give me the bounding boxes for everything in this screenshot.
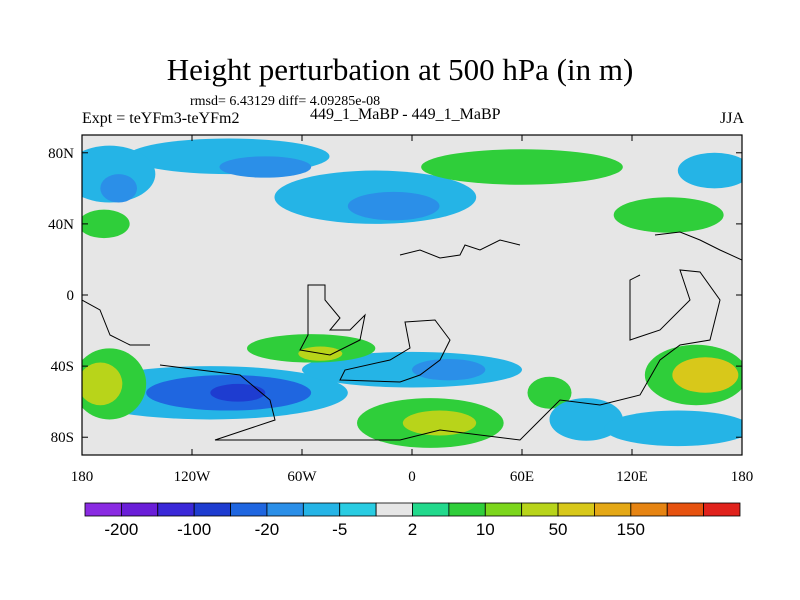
region-spacific-negative-peak xyxy=(210,383,266,402)
colorbar-swatch xyxy=(266,502,304,517)
region-asia-negative xyxy=(677,152,742,189)
region-west-positive-core xyxy=(82,362,123,406)
region-nwpacific-positive xyxy=(82,209,130,239)
region-satlantic-positive-core xyxy=(402,410,477,436)
colorbar-label: 2 xyxy=(408,520,417,539)
coastline-south-america xyxy=(339,319,451,383)
region-eurasia-positive xyxy=(421,149,623,185)
x-tick-label: 180 xyxy=(731,469,754,485)
colorbar-swatch xyxy=(557,502,595,517)
y-tick-label: 0 xyxy=(67,288,75,304)
colorbar-swatch xyxy=(484,502,523,517)
colorbar-swatch xyxy=(193,502,231,517)
colorbar-swatch xyxy=(594,502,632,517)
chart-title: Height perturbation at 500 hPa (in m) xyxy=(166,52,634,87)
colorbar-label: 50 xyxy=(549,520,568,539)
coastline-southern-hemisphere xyxy=(159,269,721,441)
colorbar-label: -20 xyxy=(255,520,280,539)
colorbar-swatch xyxy=(375,502,413,517)
y-tick-label: 80S xyxy=(51,430,74,446)
y-tick-label: 80N xyxy=(48,146,74,162)
coastline-asia xyxy=(654,231,742,261)
colorbar-swatch xyxy=(230,502,268,517)
coastline-central-america xyxy=(299,284,366,356)
season-label: JJA xyxy=(719,110,744,127)
region-satlantic-negative-core xyxy=(412,359,486,381)
region-australia-positive-core xyxy=(672,357,739,393)
region-npacific-negative-core xyxy=(100,174,137,203)
y-axis: 80N 40N 0 40S 80S xyxy=(48,146,742,446)
region-arctic-negative-core xyxy=(219,156,312,178)
colorbar-label: -100 xyxy=(177,520,211,539)
region-africa-positive xyxy=(527,376,572,409)
colorbar-swatch xyxy=(302,502,341,517)
y-tick-label: 40N xyxy=(48,217,74,233)
colorbar-swatch xyxy=(157,502,195,517)
x-tick-label: 60E xyxy=(510,469,534,485)
colorbar-swatch xyxy=(630,502,668,517)
coastlines xyxy=(82,231,742,441)
experiment-label: Expt = teYFm3-teYFm2 xyxy=(82,110,240,127)
region-sw-pacific-negative xyxy=(604,410,742,447)
rmsd-diff-stats: rmsd= 6.43129 diff= 4.09285e-08 xyxy=(190,94,381,109)
colorbar-swatch xyxy=(448,502,486,517)
x-tick-label: 180 xyxy=(71,469,94,485)
coastline-west-edge xyxy=(82,299,150,346)
region-sindian-negative xyxy=(549,398,623,441)
run-label: 449_1_MaBP - 449_1_MaBP xyxy=(310,106,501,123)
region-natlantic-negative-core xyxy=(347,191,440,221)
colorbar-swatch xyxy=(703,502,741,517)
colorbar-label: 150 xyxy=(617,520,645,539)
x-tick-label: 120E xyxy=(616,469,648,485)
coastline-europe xyxy=(399,239,521,259)
y-tick-label: 40S xyxy=(51,359,74,375)
colorbar-swatch xyxy=(412,502,450,517)
x-axis: 180 120W 60W 0 60E 120E 180 xyxy=(71,135,754,485)
colorbar-swatch xyxy=(339,502,377,517)
colorbar-label: -200 xyxy=(104,520,138,539)
x-tick-label: 120W xyxy=(174,469,212,485)
colorbar-swatch xyxy=(84,502,122,517)
colorbar-label: 10 xyxy=(476,520,495,539)
x-tick-label: 60W xyxy=(287,469,317,485)
colorbar xyxy=(84,502,741,517)
colorbar-swatch xyxy=(521,502,559,517)
colorbar-label: -5 xyxy=(332,520,347,539)
colorbar-swatch xyxy=(120,502,159,517)
colorbar-swatch xyxy=(666,502,705,517)
region-asia-positive xyxy=(613,197,724,233)
x-tick-label: 0 xyxy=(408,469,416,485)
contour-regions xyxy=(82,138,742,448)
colorbar-labels: -200 -100 -20 -5 2 10 50 150 xyxy=(104,520,645,539)
